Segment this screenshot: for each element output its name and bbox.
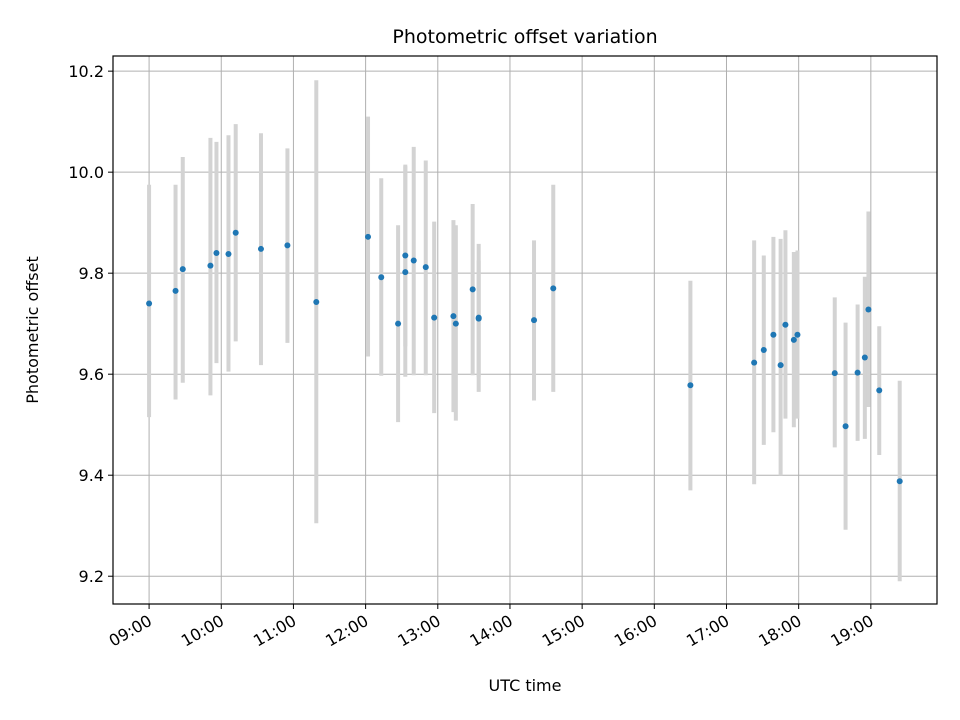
data-point — [760, 346, 767, 353]
data-point — [794, 331, 801, 338]
data-point — [395, 320, 402, 327]
data-point — [410, 257, 417, 264]
data-point — [225, 250, 232, 257]
data-point — [213, 249, 220, 256]
data-point — [207, 262, 214, 269]
data-point — [257, 245, 264, 252]
data-point — [365, 233, 372, 240]
data-point — [146, 300, 153, 307]
y-axis-label: Photometric offset — [23, 256, 42, 404]
y-tick-label: 10.2 — [68, 62, 104, 81]
data-point — [751, 359, 758, 366]
data-point — [475, 315, 482, 322]
data-point — [842, 423, 849, 430]
data-point — [452, 320, 459, 327]
data-point — [777, 362, 784, 369]
x-axis-label: UTC time — [489, 676, 562, 695]
y-tick-label: 9.6 — [79, 365, 104, 384]
data-point — [402, 269, 409, 276]
data-point — [531, 317, 538, 324]
y-tick-label: 9.4 — [79, 466, 104, 485]
y-tick-label: 9.2 — [79, 567, 104, 586]
data-point — [687, 382, 694, 389]
data-point — [450, 313, 457, 320]
data-point — [179, 266, 186, 273]
plot-frame — [112, 55, 938, 605]
data-point — [232, 229, 239, 236]
chart-title: Photometric offset variation — [392, 26, 657, 48]
data-point — [422, 264, 429, 271]
data-point — [378, 274, 385, 281]
data-point — [550, 285, 557, 292]
y-tick-label: 9.8 — [79, 264, 104, 283]
data-point — [431, 314, 438, 321]
data-point — [402, 252, 409, 259]
data-point — [172, 287, 179, 294]
data-point — [865, 306, 872, 313]
data-points — [146, 229, 903, 485]
data-point — [896, 478, 903, 485]
data-point — [861, 354, 868, 361]
y-axis: 9.2 9.4 9.6 9.8 10.0 10.2 — [68, 62, 113, 586]
data-point — [469, 286, 476, 293]
data-point — [313, 298, 320, 305]
data-point — [284, 242, 291, 249]
y-tick-label: 10.0 — [68, 163, 104, 182]
data-point — [854, 369, 861, 376]
data-point — [876, 387, 883, 394]
data-point — [831, 370, 838, 377]
data-point — [790, 336, 797, 343]
data-point — [782, 321, 789, 328]
data-point — [770, 331, 777, 338]
